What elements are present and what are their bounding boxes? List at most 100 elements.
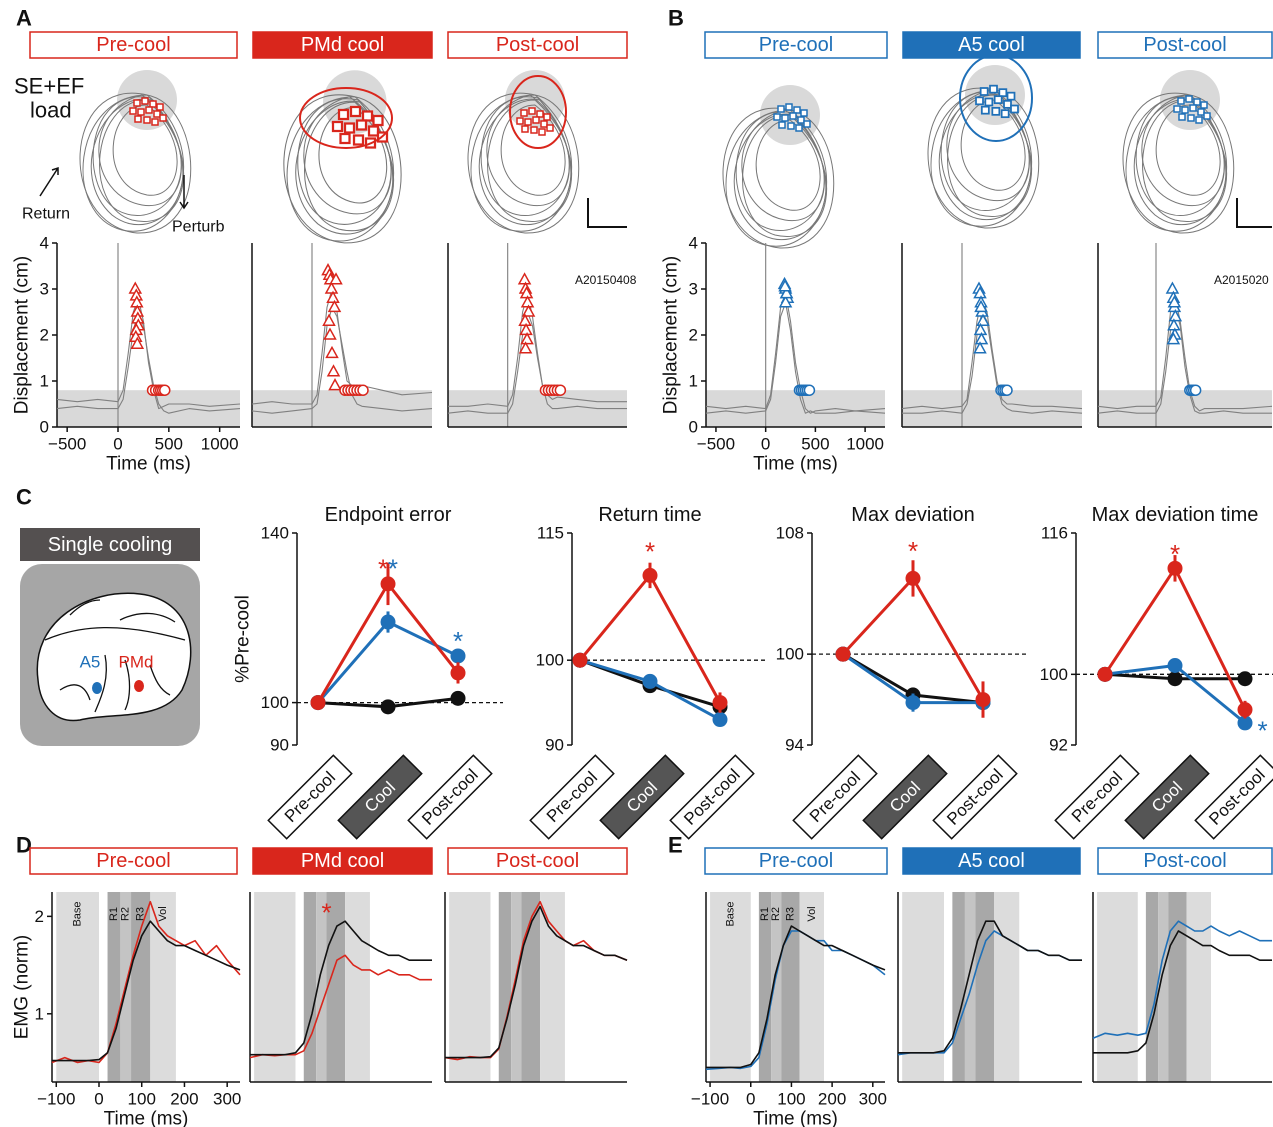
- end-marker: [1191, 385, 1201, 395]
- x-tick-label: 1000: [846, 435, 884, 454]
- peak-marker: [519, 274, 530, 284]
- data-point: [906, 571, 921, 586]
- data-point: [906, 695, 921, 710]
- data-point: [643, 568, 658, 583]
- session-id: A20150408: [575, 273, 637, 287]
- x-axis-label: Time (ms): [106, 454, 191, 475]
- trajectories: [80, 70, 191, 233]
- chart-title: Post-cool: [1143, 34, 1226, 56]
- epoch-shade: [994, 892, 1019, 1082]
- x-tick-label: 0: [746, 1090, 755, 1109]
- data-point: [643, 674, 658, 689]
- epoch-label: R1: [759, 907, 771, 921]
- y-tick-label: 115: [537, 524, 564, 543]
- x-tick-label: 300: [859, 1090, 887, 1109]
- data-point: [1168, 658, 1183, 673]
- x-axis-label: Time (ms): [753, 1109, 838, 1127]
- chart-title: A5 cool: [958, 34, 1025, 56]
- y-axis-label: %Pre-cool: [233, 595, 254, 683]
- end-marker: [804, 385, 814, 395]
- area-label: A5: [80, 653, 101, 672]
- y-tick-label: 2: [35, 907, 44, 926]
- y-tick-label: 100: [1040, 665, 1068, 684]
- data-point: [713, 712, 728, 727]
- chart-title: PMd cool: [301, 850, 384, 872]
- category-label: Post-cool: [933, 755, 1016, 838]
- y-tick-label: 4: [689, 234, 698, 253]
- x-tick-label: −100: [37, 1090, 75, 1109]
- peak-marker: [1167, 283, 1178, 293]
- category-label: Pre-cool: [268, 755, 351, 838]
- data-point: [451, 665, 466, 680]
- series-line: [318, 622, 458, 703]
- y-tick-label: 92: [1049, 736, 1068, 755]
- epoch-label: Vol: [157, 906, 169, 921]
- chart-title: Post-cool: [496, 34, 579, 56]
- y-tick-label: 4: [40, 234, 49, 253]
- series-line: [448, 294, 627, 407]
- panel-label: E: [668, 833, 683, 858]
- category-label: Cool: [863, 755, 946, 838]
- category-label: Pre-cool: [793, 755, 876, 838]
- threshold-shade: [706, 390, 885, 427]
- category-label: Cool: [600, 755, 683, 838]
- y-tick-label: 108: [776, 524, 804, 543]
- category-label: Pre-cool: [1055, 755, 1138, 838]
- epoch-label: R2: [770, 907, 782, 921]
- y-tick-label: 2: [40, 326, 49, 345]
- y-axis-label: Displacement (cm): [661, 256, 682, 414]
- data-point: [1238, 671, 1253, 686]
- y-tick-label: 100: [261, 693, 289, 712]
- figure: A B C D E SE+EF load Return Perturb A201…: [0, 0, 1273, 1127]
- epoch-label: Vol: [806, 906, 818, 921]
- data-point: [451, 691, 466, 706]
- data-point: [573, 653, 588, 668]
- x-axis-label: Time (ms): [753, 454, 838, 475]
- y-tick-label: 1: [40, 372, 49, 391]
- end-marker: [555, 385, 565, 395]
- epoch-shade: [304, 892, 316, 1082]
- x-tick-label: 100: [128, 1090, 156, 1109]
- epoch-shade: [1146, 892, 1158, 1082]
- session-id: A2015020: [1214, 273, 1269, 287]
- condition-label: SE+EF: [14, 74, 84, 99]
- trajectories: [284, 70, 401, 243]
- epoch-shade: [540, 892, 565, 1082]
- category-label: Pre-cool: [530, 755, 613, 838]
- epoch-label: Base: [724, 901, 736, 926]
- x-tick-label: 100: [777, 1090, 805, 1109]
- y-axis-label: EMG (norm): [12, 935, 33, 1040]
- x-tick-label: −500: [48, 435, 86, 454]
- epoch-shade: [952, 892, 965, 1082]
- cooling-site: [92, 682, 102, 694]
- significance-mark: *: [388, 554, 398, 584]
- x-tick-label: −100: [691, 1090, 729, 1109]
- chart-title: Pre-cool: [96, 34, 170, 56]
- epoch-shade: [499, 892, 511, 1082]
- significance-mark: *: [908, 536, 918, 566]
- scale-bar: [588, 198, 627, 227]
- scale-bar: [1237, 198, 1272, 227]
- end-marker: [160, 385, 170, 395]
- y-tick-label: 100: [536, 651, 564, 670]
- x-tick-label: 200: [818, 1090, 846, 1109]
- panel-label: C: [16, 485, 32, 510]
- y-tick-label: 1: [689, 372, 698, 391]
- category-text: Post-cool: [1205, 765, 1269, 829]
- y-tick-label: 1: [35, 1004, 44, 1023]
- chart-title: A5 cool: [958, 850, 1025, 872]
- y-tick-label: 90: [270, 736, 289, 755]
- chart-title: Max deviation: [851, 504, 974, 526]
- peak-marker: [330, 380, 341, 390]
- condition-label: Single cooling: [48, 534, 173, 556]
- significance-mark: *: [453, 626, 463, 656]
- category-text: Pre-cool: [806, 768, 864, 826]
- category-text: Post-cool: [418, 765, 482, 829]
- x-tick-label: −500: [697, 435, 735, 454]
- chart-title: Post-cool: [1143, 850, 1226, 872]
- y-tick-label: 100: [776, 645, 804, 664]
- chart-title: Return time: [598, 504, 701, 526]
- x-tick-label: 200: [170, 1090, 198, 1109]
- epoch-label: R3: [784, 907, 796, 921]
- data-point: [1238, 702, 1253, 717]
